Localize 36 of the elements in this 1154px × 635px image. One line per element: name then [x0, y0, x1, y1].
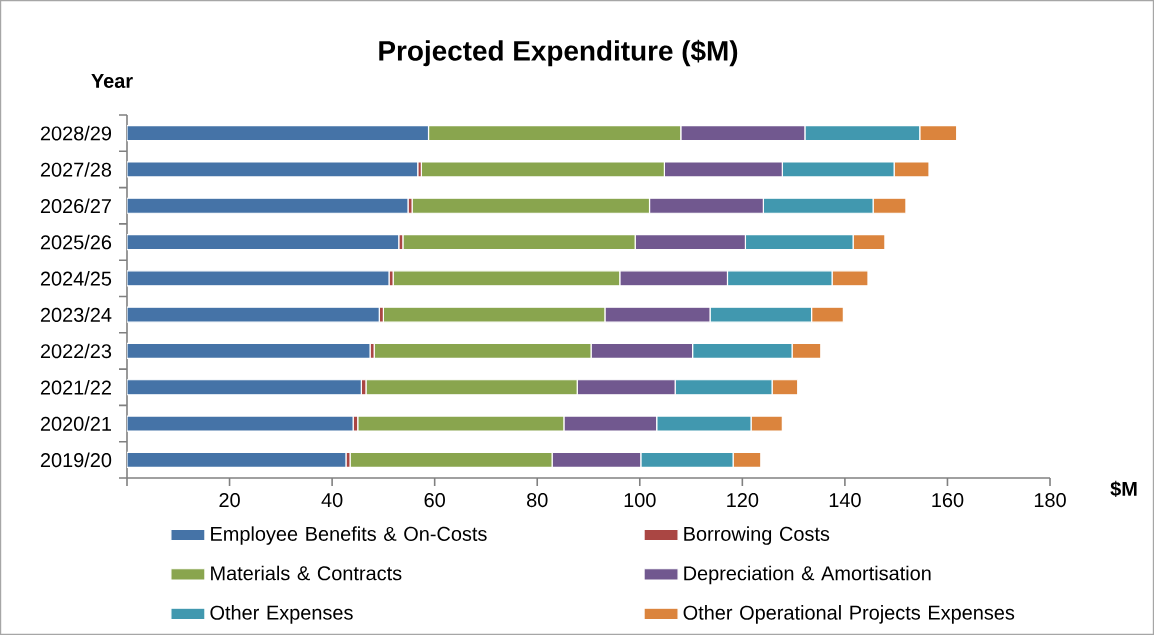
bar: [127, 197, 409, 214]
chart-title: Projected Expenditure ($M): [379, 39, 738, 67]
bar: [127, 451, 347, 468]
x-tick-label: 60: [424, 493, 445, 508]
bar: [127, 270, 390, 287]
y-tick-label: 2026/27: [40, 198, 111, 214]
x-tick-label: 160: [932, 493, 964, 508]
x-tick-label: 180: [1034, 493, 1066, 508]
x-tick-label: 120: [727, 493, 759, 508]
x-tick-label: 40: [321, 493, 343, 508]
bar: [127, 415, 354, 432]
bar: [127, 306, 380, 323]
x-tick-label: 80: [527, 493, 548, 508]
x-tick-label: 100: [624, 493, 656, 508]
y-tick-label: 2022/23: [40, 343, 112, 359]
y-tick-label: 2025/26: [40, 234, 112, 250]
y-tick-label: 2028/29: [40, 125, 112, 141]
x-axis-title: $M: [1110, 480, 1137, 498]
y-tick-label: 2020/21: [40, 416, 111, 431]
bar: [127, 342, 371, 360]
legend-label: Other Operational Projects Expenses: [683, 605, 1015, 624]
legend-label: Other Expenses: [210, 605, 353, 624]
y-tick-label: 2027/28: [40, 162, 112, 177]
y-tick-label: 2024/25: [40, 271, 112, 286]
legend-label: Employee Benefits & On-Costs: [211, 526, 487, 545]
y-tick-label: 2021/22: [40, 379, 111, 395]
legend-label: Borrowing Costs: [684, 526, 830, 545]
legend-label: Depreciation & Amortisation: [684, 565, 931, 585]
legend-label: Materials & Contracts: [211, 565, 402, 581]
x-tick-label: 140: [829, 493, 861, 508]
bar: [127, 161, 419, 178]
x-tick-label: 20: [219, 493, 240, 508]
y-tick-label: 2019/20: [40, 452, 112, 468]
y-tick-label: 2023/24: [40, 307, 112, 322]
bar: [127, 233, 400, 251]
y-axis-title: Year: [91, 74, 133, 88]
